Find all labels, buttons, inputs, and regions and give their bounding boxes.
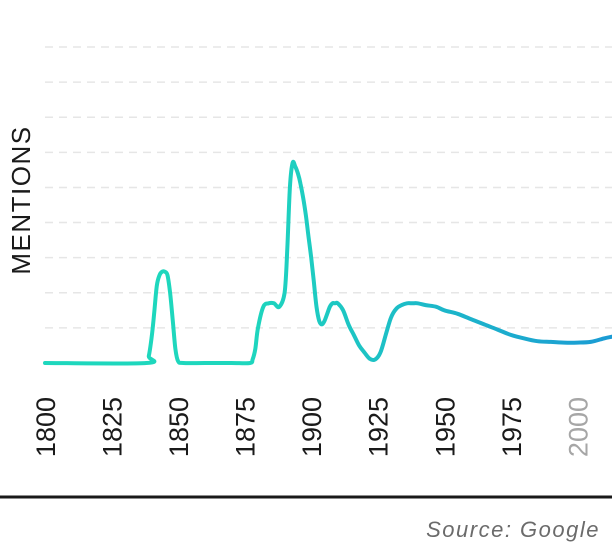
source-credit: Source: Google [426,517,600,542]
x-tick-label: 1900 [297,397,327,457]
series-group [43,159,612,366]
x-tick-label: 1825 [98,397,128,457]
x-tick-label: 1975 [497,397,527,457]
x-tick-label: 1800 [31,397,61,457]
x-tick-label: 1875 [231,397,261,457]
grid-lines [45,46,612,329]
x-tick-label: 2000 [563,397,593,457]
x-tick-label: 1950 [430,397,460,457]
mentions-series-line [43,159,612,366]
x-tick-label: 1850 [164,397,194,457]
y-axis-label: MENTIONS [6,125,36,274]
x-axis-ticks: 1800 1825 1850 1875 1900 1925 1950 1975 2000 [31,397,593,457]
x-tick-label: 1925 [364,397,394,457]
